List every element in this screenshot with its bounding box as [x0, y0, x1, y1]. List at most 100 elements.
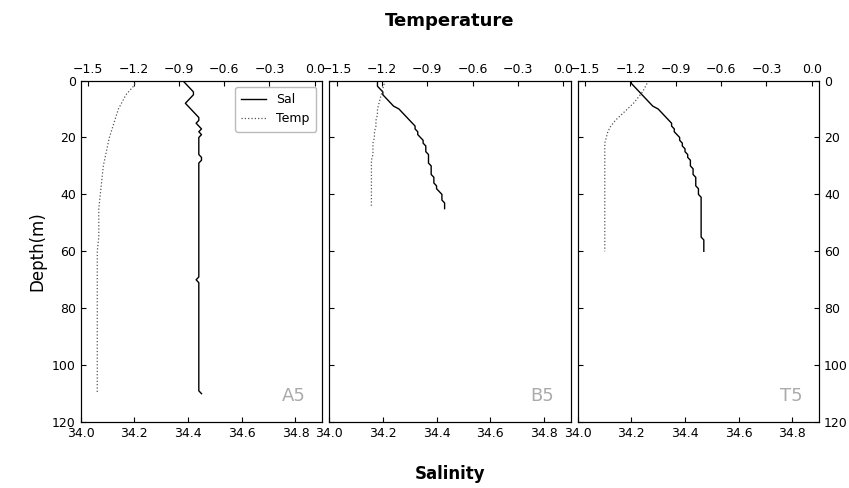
Temp	[599, 180, 610, 186]
Sal	[194, 379, 204, 385]
Sal	[431, 186, 441, 192]
Sal	[194, 260, 204, 265]
Temp	[93, 234, 104, 240]
Temp	[97, 177, 107, 183]
Temp	[366, 174, 376, 180]
Text: Temperature: Temperature	[385, 12, 514, 30]
Temp	[93, 320, 103, 325]
Temp	[101, 149, 111, 155]
Line: Temp: Temp	[98, 81, 137, 394]
Line: Sal: Sal	[378, 81, 445, 209]
Sal	[413, 132, 423, 138]
Temp	[121, 92, 131, 98]
Temp	[599, 214, 610, 220]
Temp	[605, 123, 616, 129]
Sal	[194, 223, 204, 228]
Sal	[375, 86, 385, 92]
Sal	[426, 172, 436, 178]
Sal	[196, 157, 206, 163]
Temp	[599, 208, 610, 214]
Line: Temp: Temp	[371, 81, 385, 206]
Sal	[421, 143, 431, 149]
Sal	[627, 78, 637, 83]
Temp	[616, 112, 627, 118]
Sal	[402, 115, 412, 121]
Sal	[418, 138, 428, 143]
Sal	[410, 123, 420, 129]
Sal	[429, 177, 439, 183]
Temp	[368, 140, 378, 146]
Sal	[380, 95, 391, 101]
Sal	[424, 152, 434, 158]
Sal	[440, 203, 450, 209]
Temp	[93, 206, 104, 212]
Temp	[599, 231, 610, 237]
Temp	[371, 123, 381, 129]
Sal	[424, 160, 434, 166]
Temp	[366, 169, 376, 175]
Temp	[599, 163, 610, 169]
Temp	[599, 169, 610, 175]
Sal	[383, 98, 393, 103]
Temp	[640, 83, 650, 89]
Temp	[113, 106, 123, 112]
Temp	[599, 220, 610, 226]
Sal	[177, 78, 188, 83]
Sal	[434, 189, 444, 195]
Temp	[599, 186, 610, 192]
Sal	[373, 78, 383, 83]
Temp	[366, 191, 376, 197]
Temp	[374, 101, 384, 106]
Temp	[369, 129, 380, 135]
Temp	[93, 305, 103, 311]
Temp	[109, 121, 119, 126]
Temp	[93, 263, 103, 268]
Sal	[410, 126, 420, 132]
Sal	[688, 169, 698, 175]
Temp	[638, 89, 648, 95]
Sal	[396, 109, 407, 115]
Sal	[373, 81, 383, 86]
Temp	[375, 95, 385, 101]
Sal	[385, 101, 396, 106]
Sal	[429, 180, 439, 186]
Sal	[699, 248, 709, 254]
Temp	[644, 78, 654, 83]
Temp	[368, 146, 378, 152]
Sal	[389, 103, 399, 109]
Sal	[196, 391, 206, 397]
Sal	[378, 92, 388, 98]
Y-axis label: Depth(m): Depth(m)	[28, 211, 47, 291]
Temp	[377, 89, 387, 95]
Sal	[440, 200, 450, 206]
Temp	[371, 118, 381, 123]
Temp	[366, 197, 376, 203]
Sal	[194, 149, 204, 155]
Temp	[93, 376, 103, 382]
Temp	[599, 157, 610, 163]
Sal	[437, 191, 447, 197]
Sal	[426, 163, 436, 169]
Temp	[599, 152, 610, 158]
Legend: Sal, Temp: Sal, Temp	[235, 87, 316, 132]
Temp	[366, 180, 376, 186]
Temp	[93, 391, 103, 397]
Temp	[373, 112, 383, 118]
Temp	[379, 83, 389, 89]
Temp	[128, 83, 138, 89]
Line: Sal: Sal	[632, 81, 704, 251]
Sal	[415, 135, 425, 141]
Line: Sal: Sal	[183, 81, 201, 394]
Temp	[628, 101, 638, 106]
Sal	[421, 146, 431, 152]
Sal	[424, 157, 434, 163]
Sal	[373, 83, 383, 89]
Temp	[373, 106, 383, 112]
Sal	[408, 121, 418, 126]
Temp	[599, 191, 610, 197]
Temp	[93, 277, 103, 283]
Temp	[599, 140, 610, 146]
Temp	[380, 78, 390, 83]
Sal	[659, 112, 669, 118]
Sal	[418, 140, 428, 146]
